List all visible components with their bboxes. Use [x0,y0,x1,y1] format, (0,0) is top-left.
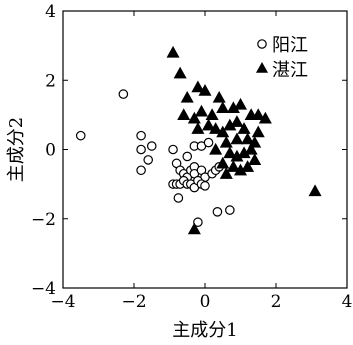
x-tick-label: 0 [200,292,211,312]
legend-marker-zhanjiang [256,62,268,73]
yangjiang-point [146,141,157,151]
yangjiang-point [75,130,86,141]
zhanjiang-point [219,135,233,148]
zhanjiang-point [233,97,248,110]
zhanjiang-point [258,111,272,124]
zhanjiang-point [187,111,201,124]
legend-marker-yangjiang [257,39,267,49]
yangjiang-point [136,144,146,155]
y-tick-label: 0 [45,141,56,161]
y-tick-label: 2 [45,71,56,91]
zhanjiang-point [251,125,265,138]
x-tick-label: −2 [121,292,146,312]
zhanjiang-point [177,108,191,120]
yangjiang-point [168,144,178,155]
zhanjiang-point [219,167,233,179]
zhanjiang-point [173,66,187,79]
x-tick-label: 4 [342,292,353,312]
zhanjiang-point [205,108,219,120]
zhanjiang-point [241,160,255,172]
zhanjiang-point [248,153,262,165]
yangjiang-point [200,181,210,191]
legend-label-yangjiang: 阳江 [272,35,308,56]
yangjiang-point [212,207,223,217]
axis-ticks [62,10,348,289]
yangjiang-point [182,151,193,162]
tick-labels: −4−4 −2 −2 0 0 2 2 4 4 [31,2,352,312]
zhanjiang-point [216,101,230,114]
yangjiang-point [136,130,146,141]
zhanjiang-point [230,115,244,127]
x-tick-label: −4 [50,292,75,312]
legend: 阳江 湛江 [256,35,308,81]
y-tick-label: 4 [45,2,56,22]
zhanjiang-point [216,156,230,169]
y-axis-label: 主成分2 [6,117,27,182]
zhanjiang-point [202,118,216,131]
zhanjiang-point [194,104,208,117]
zhanjiang-point [223,146,237,159]
yangjiang-point [118,89,129,99]
zhanjiang-point [180,90,194,103]
zhanjiang-point [191,80,205,93]
yangjiang-point [143,155,153,165]
zhanjiang-point [226,160,240,172]
yangjiang-point [173,193,184,203]
zhanjiang-point [198,84,212,96]
x-axis-label: 主成分1 [172,320,237,341]
y-tick-label: −2 [31,210,56,230]
zhanjiang-point [166,45,180,58]
zhanjiang-point [216,125,230,138]
y-tick-label: −4 [31,279,56,299]
data-points [75,45,322,235]
yangjiang-point [193,217,203,228]
x-tick-label: 2 [271,292,282,312]
yangjiang-point [203,137,214,148]
zhanjiang-point [209,142,223,155]
legend-label-zhanjiang: 湛江 [272,60,308,81]
zhanjiang-point [187,222,201,235]
zhanjiang-point [241,132,255,145]
zhanjiang-point [191,122,205,134]
zhanjiang-point [230,132,244,145]
zhanjiang-point [244,142,258,155]
zhanjiang-point [212,90,226,103]
zhanjiang-point [237,122,251,134]
yangjiang-point [136,165,146,176]
zhanjiang-point [251,108,265,120]
zhanjiang-point [308,184,322,197]
zhanjiang-point [209,122,223,134]
yangjiang-point [225,205,235,215]
